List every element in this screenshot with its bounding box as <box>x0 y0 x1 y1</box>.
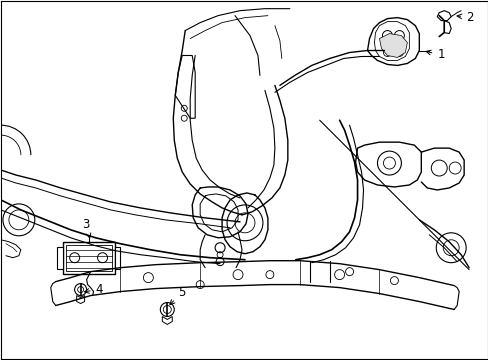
Polygon shape <box>175 55 195 118</box>
Polygon shape <box>114 247 120 269</box>
Polygon shape <box>65 245 111 271</box>
Text: 3: 3 <box>82 218 91 238</box>
Polygon shape <box>436 11 450 21</box>
Text: 4: 4 <box>84 283 103 296</box>
Text: 2: 2 <box>456 10 473 24</box>
Text: 5: 5 <box>170 285 185 305</box>
Polygon shape <box>162 316 172 324</box>
Polygon shape <box>57 247 62 269</box>
Polygon shape <box>77 296 84 303</box>
Polygon shape <box>355 142 421 187</box>
Polygon shape <box>367 18 419 66</box>
Polygon shape <box>62 242 114 274</box>
Text: 1: 1 <box>425 49 444 62</box>
Polygon shape <box>379 33 407 58</box>
